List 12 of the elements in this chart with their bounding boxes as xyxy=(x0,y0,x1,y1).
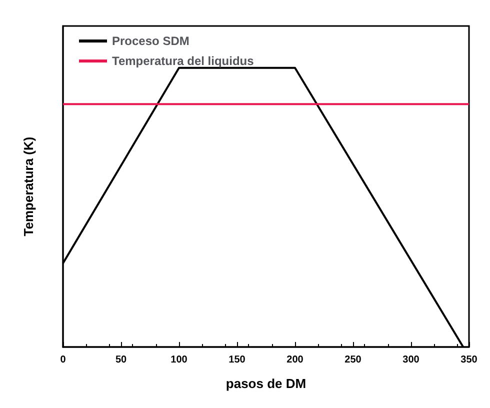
x-tick-label: 50 xyxy=(115,354,127,366)
y-axis-title: Temperatura (K) xyxy=(21,136,36,236)
x-tick-label: 0 xyxy=(60,354,66,366)
x-tick-label: 350 xyxy=(460,354,478,366)
x-axis-title: pasos de DM xyxy=(226,376,306,391)
x-tick-label: 300 xyxy=(402,354,420,366)
legend-label: Temperatura del liquidus xyxy=(112,54,254,68)
legend-label: Proceso SDM xyxy=(112,34,190,48)
x-tick-label: 200 xyxy=(286,354,304,366)
x-tick-label: 150 xyxy=(228,354,246,366)
x-tick-label: 100 xyxy=(170,354,188,366)
x-tick-label: 250 xyxy=(344,354,362,366)
